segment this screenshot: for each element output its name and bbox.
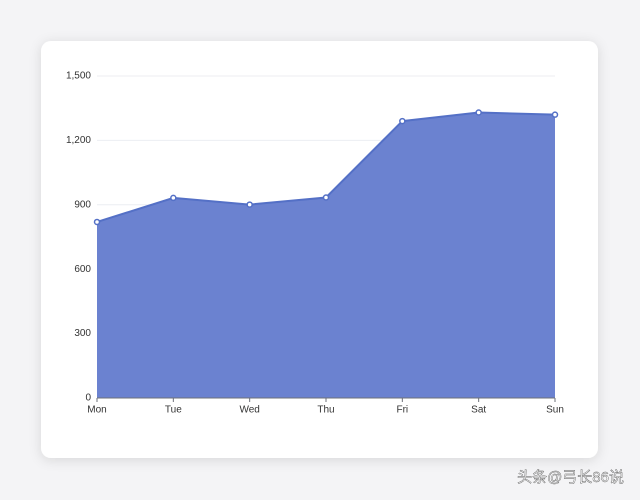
x-tick-label: Wed: [239, 405, 259, 416]
point: [93, 218, 101, 226]
x-tick-label: Mon: [87, 405, 106, 416]
point: [551, 111, 559, 118]
y-tick-label: 1,200: [66, 135, 91, 146]
x-tick-label: Sat: [471, 405, 486, 416]
x-tick-label: Thu: [317, 405, 334, 416]
y-tick-label: 1,500: [66, 71, 91, 82]
y-tick-label: 900: [74, 199, 91, 210]
watermark: 头条@弓长86说: [517, 469, 624, 486]
plot: 0 300 600 900 1,200 1,500 Mon Tue Wed Thu Fri Sat Su…: [66, 71, 564, 416]
y-tick-label: 600: [74, 264, 91, 275]
point: [399, 117, 406, 125]
x-tick-label: Fri: [396, 405, 408, 416]
x-tick-label: Tue: [165, 405, 182, 416]
point: [246, 201, 253, 208]
y-tick-label: 0: [85, 393, 91, 404]
x-tick-label: Sun: [546, 405, 564, 416]
y-tick-label: 300: [74, 328, 91, 339]
point: [170, 194, 177, 202]
area: [97, 112, 555, 398]
point: [322, 194, 330, 201]
point: [475, 109, 482, 116]
